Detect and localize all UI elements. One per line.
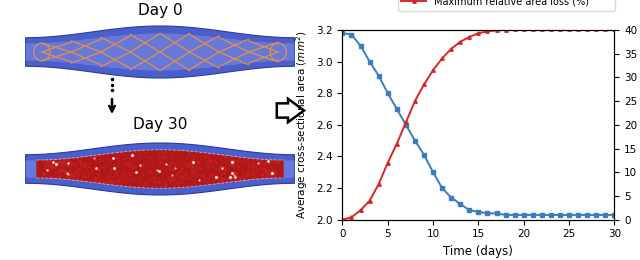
Average cross-sectional area ($mm^2$) [348, 33, 355, 36]
Text: Day 0: Day 0 [138, 3, 182, 18]
Average cross-sectional area ($mm^2$) [565, 213, 573, 217]
Maximum relative area loss (%) [593, 27, 600, 30]
Average cross-sectional area ($mm^2$) [366, 60, 374, 63]
Maximum relative area loss (%) [611, 27, 618, 30]
Maximum relative area loss (%) [475, 32, 483, 35]
Polygon shape [36, 150, 284, 188]
Average cross-sectional area ($mm^2$) [475, 210, 483, 213]
Maximum relative area loss (%) [602, 27, 609, 30]
Maximum relative area loss (%) [520, 28, 527, 31]
Average cross-sectional area ($mm^2$) [429, 171, 437, 174]
Maximum relative area loss (%) [348, 216, 355, 219]
Maximum relative area loss (%) [438, 57, 446, 60]
Maximum relative area loss (%) [511, 28, 518, 31]
Maximum relative area loss (%) [547, 27, 555, 30]
Average cross-sectional area ($mm^2$) [520, 213, 527, 217]
Average cross-sectional area ($mm^2$) [547, 213, 555, 217]
Average cross-sectional area ($mm^2$) [447, 196, 455, 199]
Average cross-sectional area ($mm^2$) [339, 31, 346, 35]
Average cross-sectional area ($mm^2$) [484, 212, 492, 215]
Average cross-sectional area ($mm^2$) [511, 213, 518, 217]
Average cross-sectional area ($mm^2$) [593, 213, 600, 217]
Maximum relative area loss (%) [493, 29, 500, 32]
Maximum relative area loss (%) [384, 161, 392, 164]
Maximum relative area loss (%) [429, 69, 437, 72]
Maximum relative area loss (%) [565, 27, 573, 30]
Y-axis label: Average cross-sectional area ($mm^2$): Average cross-sectional area ($mm^2$) [294, 30, 310, 219]
FancyArrow shape [277, 99, 304, 122]
Maximum relative area loss (%) [447, 47, 455, 50]
Maximum relative area loss (%) [402, 121, 410, 124]
Maximum relative area loss (%) [356, 209, 364, 212]
Average cross-sectional area ($mm^2$) [538, 213, 546, 217]
Maximum relative area loss (%) [502, 28, 509, 31]
Maximum relative area loss (%) [584, 27, 591, 30]
Maximum relative area loss (%) [538, 27, 546, 30]
Maximum relative area loss (%) [529, 27, 536, 30]
Polygon shape [26, 34, 294, 70]
Maximum relative area loss (%) [484, 30, 492, 33]
Maximum relative area loss (%) [339, 218, 346, 221]
Average cross-sectional area ($mm^2$) [465, 209, 473, 212]
Average cross-sectional area ($mm^2$) [584, 213, 591, 217]
Maximum relative area loss (%) [393, 142, 401, 145]
Maximum relative area loss (%) [366, 199, 374, 202]
Maximum relative area loss (%) [411, 100, 419, 103]
Line: Average cross-sectional area ($mm^2$): Average cross-sectional area ($mm^2$) [340, 31, 616, 217]
Maximum relative area loss (%) [420, 83, 428, 86]
Average cross-sectional area ($mm^2$) [356, 44, 364, 47]
Average cross-sectional area ($mm^2$) [438, 186, 446, 190]
Polygon shape [26, 26, 294, 78]
Maximum relative area loss (%) [375, 183, 383, 186]
Text: Day 30: Day 30 [133, 117, 187, 132]
Average cross-sectional area ($mm^2$) [456, 202, 464, 205]
Average cross-sectional area ($mm^2$) [384, 92, 392, 95]
Polygon shape [26, 151, 294, 187]
Polygon shape [26, 143, 294, 195]
Average cross-sectional area ($mm^2$) [602, 213, 609, 217]
Maximum relative area loss (%) [465, 35, 473, 38]
Average cross-sectional area ($mm^2$) [493, 212, 500, 215]
Average cross-sectional area ($mm^2$) [574, 213, 582, 217]
Average cross-sectional area ($mm^2$) [420, 153, 428, 157]
X-axis label: Time (days): Time (days) [444, 245, 513, 258]
Average cross-sectional area ($mm^2$) [402, 123, 410, 126]
Legend: Average cross-sectional area ($mm^2$), Maximum relative area loss (%): Average cross-sectional area ($mm^2$), M… [397, 0, 615, 10]
Average cross-sectional area ($mm^2$) [556, 213, 564, 217]
Average cross-sectional area ($mm^2$) [502, 213, 509, 217]
Maximum relative area loss (%) [556, 27, 564, 30]
Average cross-sectional area ($mm^2$) [611, 213, 618, 217]
Line: Maximum relative area loss (%): Maximum relative area loss (%) [340, 27, 616, 222]
Maximum relative area loss (%) [574, 27, 582, 30]
Average cross-sectional area ($mm^2$) [529, 213, 536, 217]
Average cross-sectional area ($mm^2$) [375, 74, 383, 77]
Average cross-sectional area ($mm^2$) [393, 107, 401, 110]
Maximum relative area loss (%) [456, 40, 464, 43]
Average cross-sectional area ($mm^2$) [411, 139, 419, 142]
